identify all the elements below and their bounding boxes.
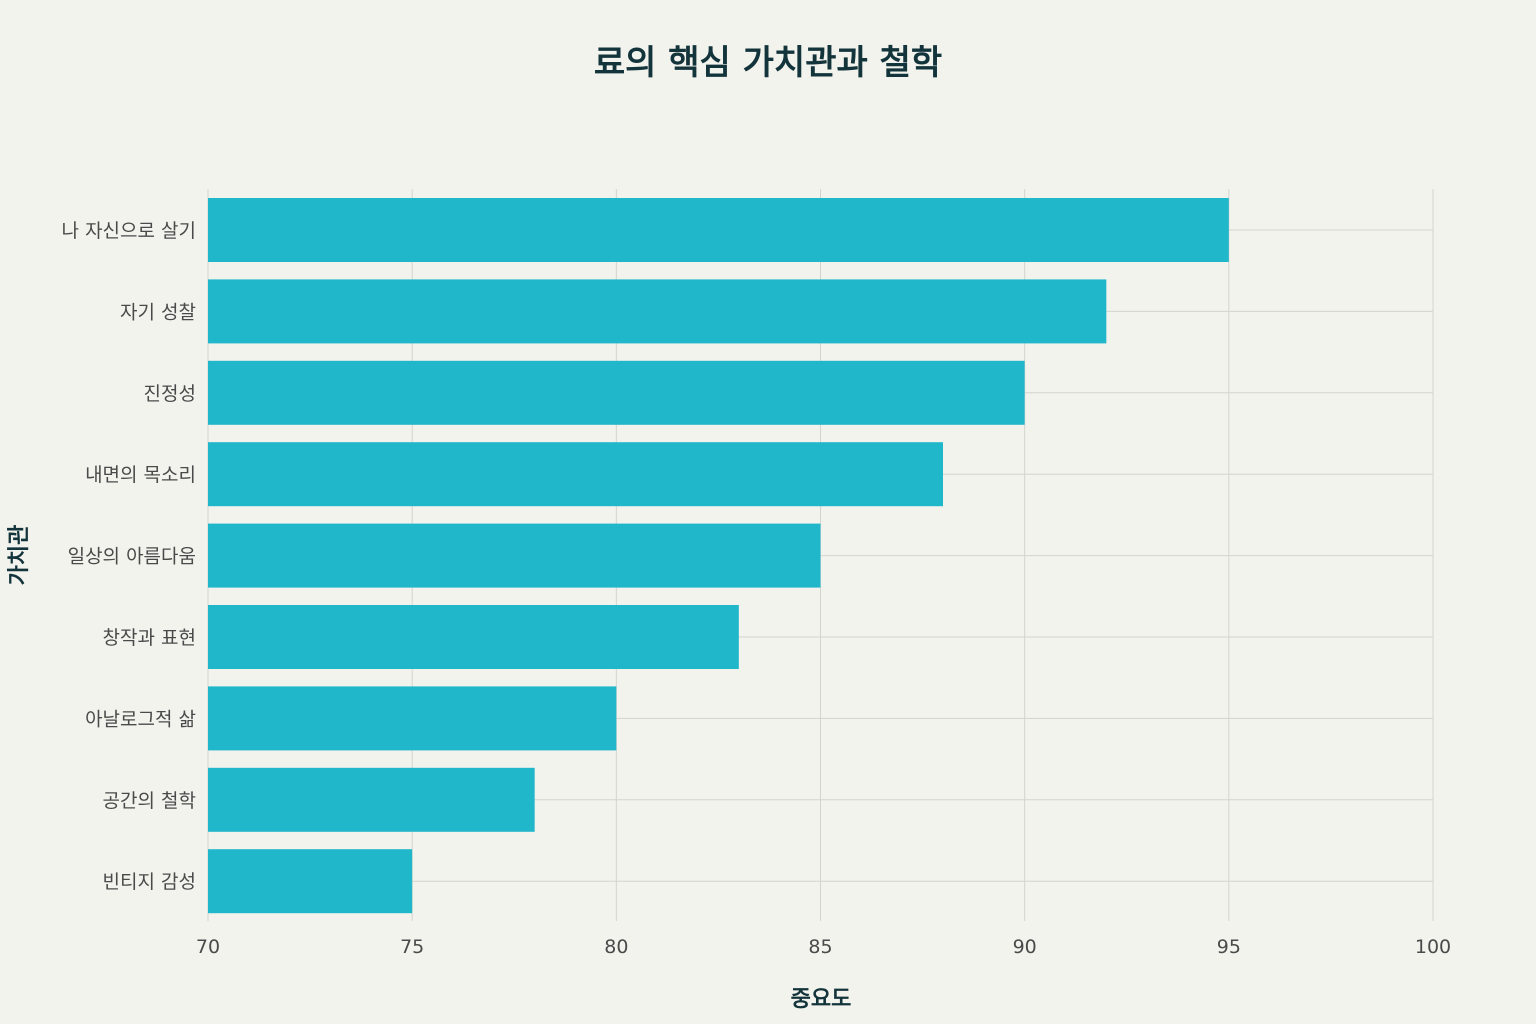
x-tick-label: 90 — [1013, 936, 1037, 958]
chart-title: 료의 핵심 가치관과 철학 — [594, 43, 942, 83]
y-tick-label: 창작과 표현 — [103, 627, 196, 649]
x-tick-labels: 70 75 80 85 90 95 100 — [196, 936, 1451, 958]
bar — [208, 198, 1229, 262]
y-tick-label: 나 자신으로 살기 — [62, 220, 196, 242]
x-tick-label: 80 — [604, 936, 628, 958]
bar — [208, 360, 1025, 425]
bar — [208, 442, 943, 507]
y-tick-label: 내면의 목소리 — [85, 464, 196, 486]
y-tick-label: 진정성 — [144, 383, 196, 405]
y-axis-title: 가치관 — [7, 525, 32, 586]
y-tick-label: 빈티지 감성 — [103, 871, 196, 893]
y-tick-label: 아날로그적 삶 — [85, 708, 196, 730]
bar — [208, 686, 617, 751]
x-tick-label: 70 — [196, 936, 220, 958]
bar — [208, 767, 535, 832]
x-tick-label: 100 — [1415, 936, 1451, 958]
x-tick-label: 95 — [1217, 936, 1241, 958]
y-tick-label: 공간의 철학 — [103, 790, 196, 812]
x-axis-title: 중요도 — [791, 987, 852, 1012]
bar — [208, 279, 1107, 344]
bar — [208, 849, 413, 914]
y-tick-label: 자기 성찰 — [120, 301, 196, 323]
bar — [208, 523, 821, 588]
bar — [208, 605, 739, 669]
y-tick-label: 일상의 아름다움 — [68, 546, 196, 568]
x-tick-label: 85 — [808, 936, 832, 958]
x-tick-label: 75 — [400, 936, 424, 958]
bars — [208, 198, 1229, 914]
